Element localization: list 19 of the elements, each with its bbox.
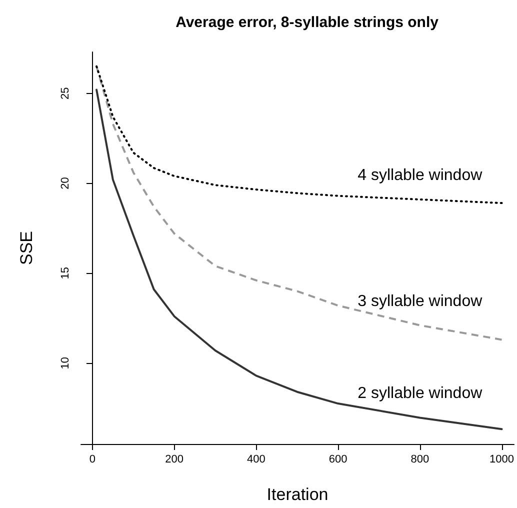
- chart-title: Average error, 8-syllable strings only: [176, 14, 440, 31]
- x-tick-label: 600: [328, 454, 348, 466]
- series-label: 4 syllable window: [358, 166, 483, 184]
- y-tick-label: 25: [60, 87, 72, 100]
- line-series: [96, 88, 503, 430]
- line-series: [96, 65, 503, 204]
- x-tick-label: 0: [89, 454, 96, 466]
- y-axis-title: SSE: [17, 230, 36, 266]
- y-tick-label: 15: [60, 267, 72, 280]
- y-tick-label: 10: [60, 356, 72, 370]
- y-tick-label: 20: [60, 177, 72, 190]
- series-label: 3 syllable window: [358, 292, 483, 310]
- x-tick-label: 400: [247, 454, 266, 466]
- line-series: [96, 65, 503, 341]
- x-axis-title: Iteration: [266, 485, 328, 504]
- x-tick-label: 800: [410, 454, 430, 466]
- series-label: 2 syllable window: [358, 385, 483, 402]
- x-tick-label: 200: [165, 454, 184, 466]
- x-tick-label: 1000: [490, 454, 514, 466]
